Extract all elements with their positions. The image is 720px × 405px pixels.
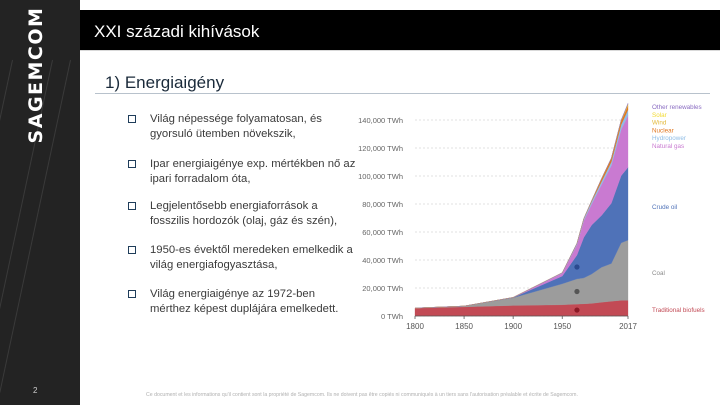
x-tick-label: 1900	[504, 322, 522, 331]
bullet-text: Legjelentősebb energiaforrások a fosszil…	[150, 200, 338, 227]
title-bar: XXI századi kihívások	[80, 10, 720, 51]
y-tick-label: 120,000 TWh	[358, 144, 403, 153]
bullet-text: Világ energiaigénye az 1972-ben mérthez …	[150, 288, 339, 315]
heading-underline	[95, 93, 710, 94]
legend-label: Nuclear	[652, 127, 674, 134]
y-tick-label: 20,000 TWh	[362, 284, 403, 293]
data-point-marker	[574, 288, 580, 295]
title-divider	[80, 50, 720, 51]
confidentiality-footer: Ce document et les informations qu'il co…	[146, 392, 578, 398]
legend-label: Coal	[652, 270, 665, 277]
y-tick-label: 80,000 TWh	[362, 200, 403, 209]
brand-sidebar: SAGEMCOM 2	[0, 0, 80, 405]
checkbox-bullet-icon	[128, 202, 136, 210]
y-tick-label: 140,000 TWh	[358, 116, 403, 125]
x-tick-label: 1850	[455, 322, 473, 331]
series-area-other-renewables	[414, 103, 629, 309]
checkbox-bullet-icon	[128, 290, 136, 298]
x-tick-label: 1800	[406, 322, 424, 331]
x-tick-label: 2017	[619, 322, 637, 331]
slide-number: 2	[33, 386, 38, 395]
energy-consumption-chart: 0 TWh 20,000 TWh 40,000 TWh 60,000 TWh 80,00…	[358, 103, 705, 331]
legend-label: Other renewables	[652, 104, 702, 111]
data-point-marker	[574, 307, 580, 313]
brand-name: SAGEMCOM	[25, 6, 47, 144]
legend-label: Natural gas	[652, 143, 684, 150]
bullet-item: Világ energiaigénye az 1972-ben mérthez …	[128, 287, 356, 317]
section-heading: 1) Energiaigény	[105, 73, 225, 92]
bullet-text: Világ népessége folyamatosan, és gyorsul…	[150, 113, 322, 140]
y-tick-label: 40,000 TWh	[362, 256, 403, 265]
bullet-item: Ipar energiaigénye exp. mértékben nő az …	[128, 157, 356, 187]
x-tick-label: 1950	[553, 322, 571, 331]
checkbox-bullet-icon	[128, 160, 136, 168]
slide-title: XXI századi kihívások	[94, 22, 260, 41]
bullet-item: Legjelentősebb energiaforrások a fosszil…	[128, 199, 356, 229]
checkbox-bullet-icon	[128, 246, 136, 254]
bullet-text: Ipar energiaigénye exp. mértékben nő az …	[150, 158, 356, 185]
bullet-item: 1950-es évektől meredeken emelkedik a vi…	[128, 243, 356, 273]
checkbox-bullet-icon	[128, 115, 136, 123]
legend-label: Hydropower	[652, 135, 686, 142]
y-tick-label: 100,000 TWh	[358, 172, 403, 181]
legend-label: Traditional biofuels	[652, 307, 705, 314]
legend-label: Wind	[652, 120, 667, 127]
decorative-stripe	[0, 59, 13, 393]
bullet-text: 1950-es évektől meredeken emelkedik a vi…	[150, 244, 353, 271]
legend-label: Crude oil	[652, 204, 677, 211]
y-tick-label: 0 TWh	[381, 312, 403, 321]
y-tick-label: 60,000 TWh	[362, 228, 403, 237]
sagemcom-logo: SAGEMCOM	[24, 7, 48, 144]
bullet-item: Világ népessége folyamatosan, és gyorsul…	[128, 112, 356, 142]
legend-label: Solar	[652, 112, 667, 119]
data-point-marker	[574, 264, 580, 270]
